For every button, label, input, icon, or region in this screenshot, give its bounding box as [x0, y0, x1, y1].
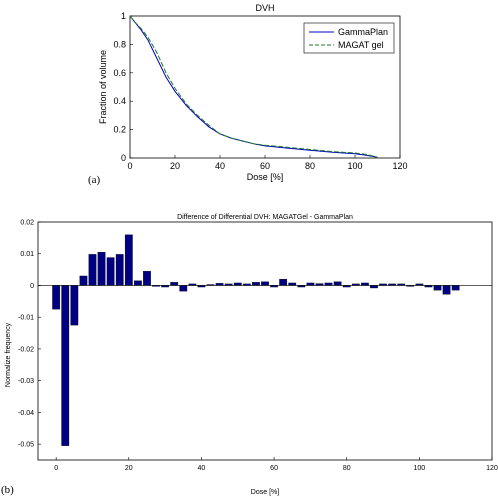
legend-label-gammaplan: GammaPlan [338, 27, 388, 37]
chart-b-panel-label: (b) [1, 484, 14, 496]
chart-b-x-tick-label: 80 [343, 465, 351, 472]
chart-b-bar [61, 285, 70, 446]
chart-b-x-tick-label: 60 [270, 465, 278, 472]
chart-b-bar [52, 285, 61, 310]
chart-a-x-tick-label: 120 [392, 161, 407, 171]
chart-b-x-tick-label: 120 [486, 465, 498, 472]
chart-b-y-tick-label: -0.05 [18, 442, 34, 449]
chart-b-bar [279, 278, 288, 286]
chart-b-x-axis-label: Dose [%] [251, 489, 279, 496]
chart-b-bars [52, 234, 460, 446]
chart-a-y-tick-label: 0.2 [113, 125, 126, 135]
chart-a-legend: GammaPlan MAGAT gel [303, 22, 395, 54]
chart-b-bar [134, 280, 142, 286]
chart-b-title: Difference of Differential DVH: MAGATGel… [177, 214, 353, 221]
chart-b-bar [361, 282, 369, 286]
chart-b-x-ticks: 0 20 40 60 80 100 120 [54, 457, 498, 472]
chart-b-bar [370, 285, 378, 289]
chart-b-bar [124, 234, 133, 286]
chart-a-y-tick-label: 0 [121, 153, 126, 163]
chart-a-x-ticks: 0 20 40 60 80 100 120 [127, 155, 408, 171]
chart-b-bar [433, 285, 442, 291]
chart-b: Difference of Differential DVH: MAGATGel… [1, 214, 498, 496]
chart-b-y-tick-label: -0.01 [18, 315, 34, 322]
chart-b-y-tick-label: 0.01 [20, 251, 34, 258]
chart-b-bar [115, 254, 124, 286]
chart-b-x-tick-label: 20 [125, 465, 133, 472]
chart-b-bar [333, 281, 342, 286]
chart-b-y-tick-label: -0.03 [18, 378, 34, 385]
chart-b-bar [170, 282, 179, 286]
chart-b-x-tick-label: 40 [198, 465, 206, 472]
chart-a: DVH Dose [%] Fraction of volume (a) 0 20 4… [88, 3, 408, 186]
chart-a-x-tick-label: 60 [260, 161, 270, 171]
chart-b-bar [97, 251, 106, 286]
chart-b-bar [79, 275, 88, 286]
chart-b-y-tick-label: 0 [30, 283, 34, 290]
chart-a-series-lines [129, 15, 378, 158]
chart-b-bar [88, 254, 97, 286]
chart-a-y-tick-label: 0.6 [113, 68, 126, 78]
chart-a-x-tick-label: 20 [170, 161, 180, 171]
chart-b-y-tick-label: 0.02 [20, 220, 34, 227]
chart-b-y-tick-label: -0.04 [18, 410, 34, 417]
chart-a-y-tick-label: 1 [121, 11, 126, 21]
chart-b-bar [306, 282, 315, 286]
chart-b-x-tick-label: 100 [414, 465, 426, 472]
chart-b-x-tick-label: 0 [54, 465, 58, 472]
chart-b-bar [233, 282, 242, 286]
chart-b-y-axis-label: Normalize frequency [5, 322, 12, 387]
chart-b-bar [324, 282, 333, 286]
chart-a-title: DVH [255, 3, 274, 13]
chart-a-series-line-magat-gel [129, 15, 378, 158]
chart-b-bar [215, 283, 224, 286]
chart-b-bar [70, 285, 79, 326]
chart-b-bar [451, 285, 460, 291]
chart-b-bar [106, 257, 115, 286]
chart-b-bar [261, 281, 269, 286]
chart-b-bar [252, 282, 260, 286]
chart-b-bar [288, 282, 297, 286]
chart-a-x-tick-label: 0 [127, 161, 132, 171]
chart-a-y-tick-label: 0.8 [113, 39, 126, 49]
chart-a-y-axis-label: Fraction of volume [98, 50, 108, 124]
chart-a-y-tick-label: 0.4 [113, 96, 126, 106]
legend-box [303, 22, 395, 54]
chart-b-y-ticks: -0.05 -0.04 -0.03 -0.02 -0.01 0 0.01 0.02 [18, 220, 41, 449]
chart-b-bar [143, 271, 151, 286]
chart-a-y-ticks: 0 0.2 0.4 0.6 0.8 1 [113, 11, 133, 163]
chart-b-plot-area [37, 221, 493, 461]
legend-label-magat-gel: MAGAT gel [338, 40, 384, 50]
chart-b-bar [179, 285, 188, 292]
chart-a-x-tick-label: 40 [215, 161, 225, 171]
chart-a-x-tick-label: 100 [347, 161, 362, 171]
chart-b-bar [442, 285, 451, 295]
chart-a-panel-label: (a) [88, 174, 101, 186]
chart-a-x-tick-label: 80 [305, 161, 315, 171]
chart-b-y-tick-label: -0.02 [18, 346, 34, 353]
chart-a-x-axis-label: Dose [%] [247, 172, 284, 182]
